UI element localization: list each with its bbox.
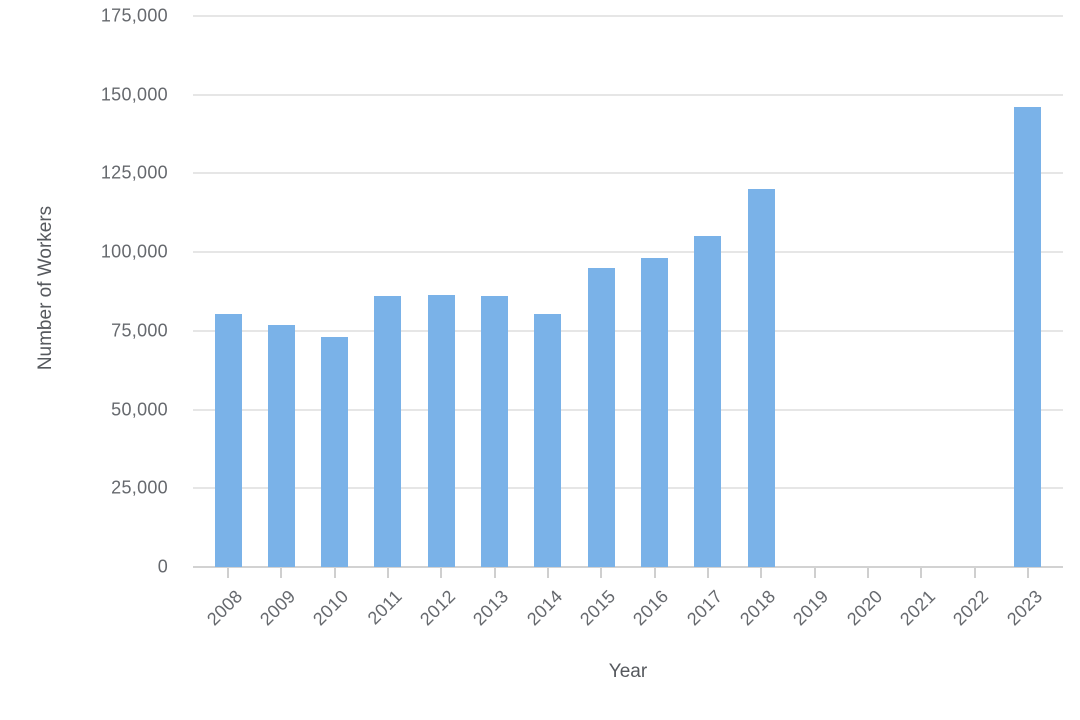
gridline-25000 [193, 487, 1063, 490]
x-tick-2018 [760, 568, 763, 578]
x-tick-2013 [493, 568, 496, 578]
bar-2012[interactable] [427, 294, 455, 567]
x-tick-label-2009: 2009 [256, 586, 300, 630]
gridline-125000 [193, 172, 1063, 175]
gridline-150000 [193, 93, 1063, 96]
y-tick-label: 175,000 [100, 5, 168, 26]
x-tick-2015 [600, 568, 603, 578]
x-tick-2021 [920, 568, 923, 578]
bar-2017[interactable] [694, 236, 722, 567]
bar-2016[interactable] [641, 258, 669, 567]
x-tick-label-2017: 2017 [682, 586, 727, 630]
y-tick-label: 25,000 [111, 477, 168, 498]
x-tick-label-2013: 2013 [469, 586, 513, 630]
x-tick-label-2021: 2021 [896, 586, 940, 630]
x-tick-2008 [227, 568, 229, 578]
x-axis-title: Year [608, 661, 648, 682]
gridline-75000 [193, 329, 1063, 332]
x-tick-2016 [653, 568, 656, 578]
y-tick-label: 125,000 [100, 162, 168, 183]
gridline-50000 [193, 408, 1063, 411]
x-tick-2012 [440, 568, 443, 578]
x-tick-label-2008: 2008 [202, 586, 247, 630]
x-tick-label-2018: 2018 [736, 586, 780, 630]
x-tick-label-2019: 2019 [789, 586, 833, 630]
y-axis-title: Number of Workers [35, 205, 56, 371]
y-tick-label: 150,000 [100, 84, 168, 105]
gridline-100000 [193, 251, 1063, 254]
x-tick-2019 [813, 568, 816, 578]
bar-2023[interactable] [1014, 107, 1042, 567]
x-tick-label-2023: 2023 [1002, 586, 1047, 630]
x-tick-label-2011: 2011 [363, 586, 407, 629]
bar-2015[interactable] [587, 267, 615, 567]
bar-2010[interactable] [321, 337, 349, 567]
bar-2008[interactable] [214, 313, 242, 567]
x-axis-line [193, 566, 1063, 568]
y-tick-label: 0 [157, 556, 168, 577]
x-tick-label-2012: 2012 [416, 586, 460, 630]
x-tick-label-2016: 2016 [629, 586, 673, 630]
x-tick-label-2010: 2010 [309, 586, 353, 630]
x-tick-2017 [706, 568, 709, 578]
x-tick-label-2014: 2014 [522, 586, 567, 630]
y-tick-label: 100,000 [100, 241, 168, 262]
x-tick-2009 [280, 568, 283, 578]
gridline-175000 [193, 15, 1063, 17]
x-tick-2014 [546, 568, 549, 578]
x-tick-label-2020: 2020 [842, 586, 887, 630]
bar-2013[interactable] [481, 296, 509, 567]
x-tick-label-2015: 2015 [576, 586, 620, 630]
x-tick-2010 [333, 568, 336, 578]
bar-2009[interactable] [267, 324, 295, 567]
x-tick-2020 [866, 568, 869, 578]
y-tick-label: 50,000 [111, 399, 168, 420]
bar-2011[interactable] [374, 296, 402, 567]
x-tick-2022 [973, 568, 976, 578]
bar-2014[interactable] [534, 313, 562, 567]
x-tick-2011 [386, 568, 389, 578]
x-tick-label-2022: 2022 [949, 586, 993, 630]
bar-2018[interactable] [747, 189, 775, 567]
y-tick-label: 75,000 [111, 320, 168, 341]
x-tick-2023 [1026, 568, 1029, 578]
